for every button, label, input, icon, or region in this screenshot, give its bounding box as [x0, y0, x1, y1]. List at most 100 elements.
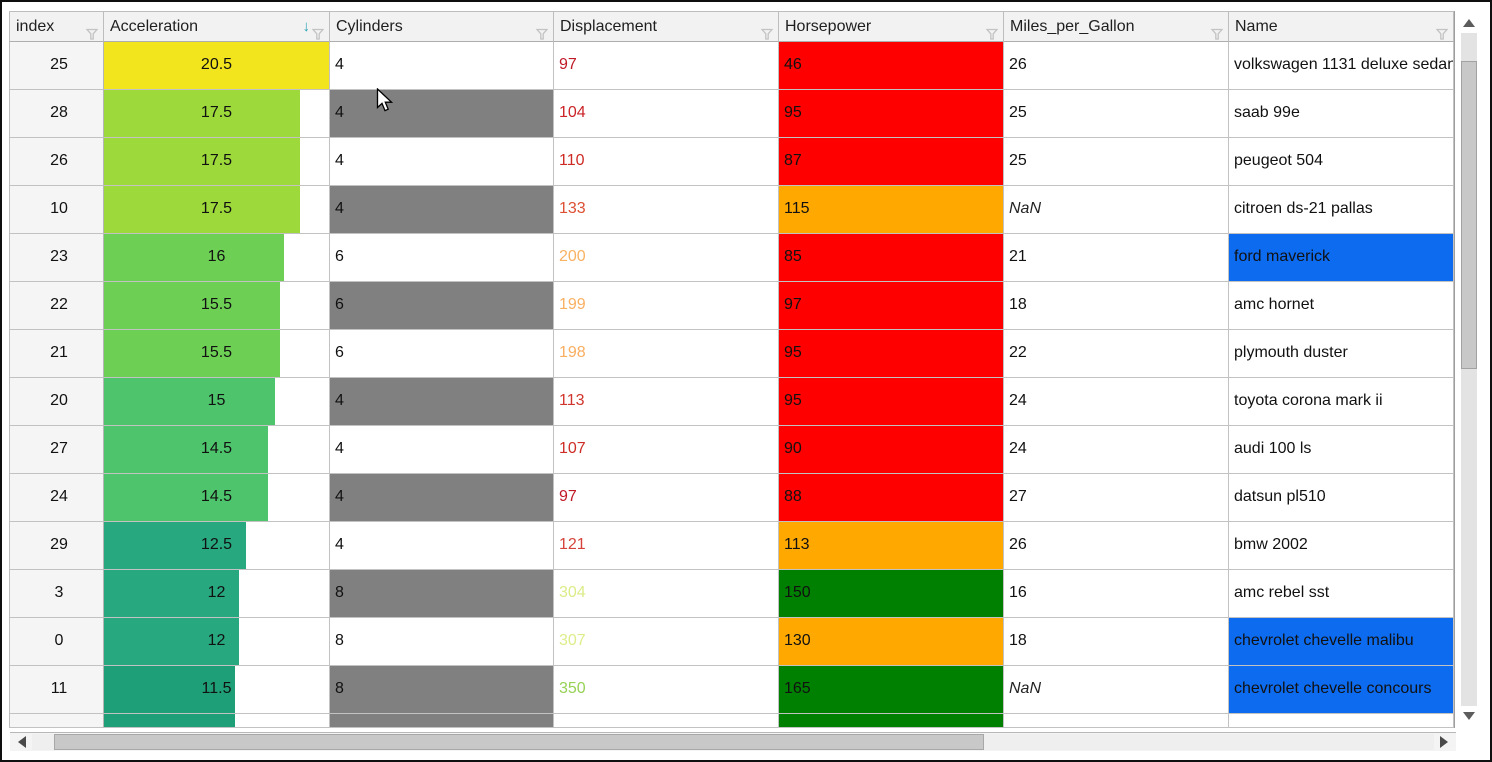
cell-miles-per-gallon[interactable]: 16 — [1004, 570, 1229, 618]
cell-displacement[interactable]: 304 — [554, 570, 779, 618]
cell-acceleration[interactable]: 12 — [104, 618, 330, 666]
horizontal-scroll-track[interactable] — [32, 734, 1434, 750]
scroll-right-icon[interactable] — [1440, 736, 1448, 748]
cell-name[interactable]: chevrolet chevelle malibu — [1229, 618, 1454, 666]
cell-displacement[interactable]: 97 — [554, 474, 779, 522]
cell-index[interactable]: 25 — [9, 42, 104, 90]
cell-index[interactable]: 21 — [9, 330, 104, 378]
cell-name[interactable]: citroen ds-21 pallas — [1229, 186, 1454, 234]
cell-miles-per-gallon[interactable] — [1004, 714, 1229, 728]
cell-displacement[interactable]: 350 — [554, 666, 779, 714]
cell-cylinders[interactable]: 6 — [330, 282, 554, 330]
cell-cylinders[interactable]: 4 — [330, 138, 554, 186]
cell-acceleration[interactable]: 20.5 — [104, 42, 330, 90]
cell-horsepower[interactable]: 90 — [779, 426, 1004, 474]
cell-index[interactable]: 23 — [9, 234, 104, 282]
cell-displacement[interactable]: 104 — [554, 90, 779, 138]
cell-cylinders[interactable] — [330, 714, 554, 728]
cell-acceleration[interactable]: 11.5 — [104, 666, 330, 714]
cell-displacement[interactable]: 110 — [554, 138, 779, 186]
cell-index[interactable] — [9, 714, 104, 728]
cell-cylinders[interactable]: 8 — [330, 618, 554, 666]
cell-miles-per-gallon[interactable]: 18 — [1004, 282, 1229, 330]
cell-cylinders[interactable]: 8 — [330, 666, 554, 714]
cell-cylinders[interactable]: 6 — [330, 330, 554, 378]
cell-horsepower[interactable]: 150 — [779, 570, 1004, 618]
cell-displacement[interactable] — [554, 714, 779, 728]
scroll-left-icon[interactable] — [18, 736, 26, 748]
scroll-up-icon[interactable] — [1463, 19, 1475, 27]
cell-name[interactable]: plymouth duster — [1229, 330, 1454, 378]
cell-miles-per-gallon[interactable]: NaN — [1004, 666, 1229, 714]
cell-displacement[interactable]: 121 — [554, 522, 779, 570]
cell-name[interactable]: datsun pl510 — [1229, 474, 1454, 522]
cell-displacement[interactable]: 107 — [554, 426, 779, 474]
cell-acceleration[interactable]: 12 — [104, 570, 330, 618]
vertical-scroll-track[interactable] — [1461, 33, 1477, 706]
column-header-Name[interactable]: Name — [1229, 11, 1454, 42]
filter-icon[interactable] — [1210, 21, 1224, 40]
cell-index[interactable]: 24 — [9, 474, 104, 522]
vertical-scroll-thumb[interactable] — [1461, 61, 1477, 369]
column-header-Displacement[interactable]: Displacement — [554, 11, 779, 42]
filter-icon[interactable] — [760, 21, 774, 40]
cell-name[interactable]: volkswagen 1131 deluxe sedan — [1229, 42, 1454, 90]
vertical-scrollbar[interactable] — [1459, 11, 1479, 728]
cell-name[interactable]: bmw 2002 — [1229, 522, 1454, 570]
filter-icon[interactable] — [535, 21, 549, 40]
cell-miles-per-gallon[interactable]: 25 — [1004, 90, 1229, 138]
scroll-down-icon[interactable] — [1463, 712, 1475, 720]
cell-miles-per-gallon[interactable]: 22 — [1004, 330, 1229, 378]
cell-name[interactable]: amc rebel sst — [1229, 570, 1454, 618]
cell-acceleration[interactable]: 15.5 — [104, 282, 330, 330]
cell-cylinders[interactable]: 4 — [330, 474, 554, 522]
cell-displacement[interactable]: 97 — [554, 42, 779, 90]
cell-name[interactable] — [1229, 714, 1454, 728]
cell-horsepower[interactable]: 95 — [779, 330, 1004, 378]
cell-cylinders[interactable]: 8 — [330, 570, 554, 618]
column-header-Acceleration[interactable]: Acceleration ↓ — [104, 11, 330, 42]
filter-icon[interactable] — [311, 21, 325, 40]
cell-miles-per-gallon[interactable]: 26 — [1004, 42, 1229, 90]
cell-index[interactable]: 22 — [9, 282, 104, 330]
cell-acceleration[interactable]: 17.5 — [104, 138, 330, 186]
cell-horsepower[interactable]: 115 — [779, 186, 1004, 234]
cell-miles-per-gallon[interactable]: NaN — [1004, 186, 1229, 234]
cell-acceleration[interactable]: 15 — [104, 378, 330, 426]
cell-name[interactable]: audi 100 ls — [1229, 426, 1454, 474]
cell-horsepower[interactable]: 46 — [779, 42, 1004, 90]
cell-horsepower[interactable]: 85 — [779, 234, 1004, 282]
cell-index[interactable]: 29 — [9, 522, 104, 570]
cell-displacement[interactable]: 198 — [554, 330, 779, 378]
cell-acceleration[interactable]: 14.5 — [104, 474, 330, 522]
cell-horsepower[interactable]: 88 — [779, 474, 1004, 522]
cell-miles-per-gallon[interactable]: 24 — [1004, 426, 1229, 474]
cell-miles-per-gallon[interactable]: 26 — [1004, 522, 1229, 570]
cell-displacement[interactable]: 200 — [554, 234, 779, 282]
cell-miles-per-gallon[interactable]: 24 — [1004, 378, 1229, 426]
column-header-Miles_per_Gallon[interactable]: Miles_per_Gallon — [1004, 11, 1229, 42]
cell-index[interactable]: 0 — [9, 618, 104, 666]
cell-index[interactable]: 27 — [9, 426, 104, 474]
cell-name[interactable]: peugeot 504 — [1229, 138, 1454, 186]
horizontal-scrollbar[interactable] — [10, 732, 1456, 751]
cell-cylinders[interactable]: 4 — [330, 522, 554, 570]
cell-horsepower[interactable]: 165 — [779, 666, 1004, 714]
cell-name[interactable]: saab 99e — [1229, 90, 1454, 138]
cell-index[interactable]: 20 — [9, 378, 104, 426]
cell-horsepower[interactable]: 95 — [779, 90, 1004, 138]
cell-horsepower[interactable]: 95 — [779, 378, 1004, 426]
cell-cylinders[interactable]: 6 — [330, 234, 554, 282]
filter-icon[interactable] — [1435, 21, 1449, 40]
cell-acceleration[interactable]: 16 — [104, 234, 330, 282]
column-header-Horsepower[interactable]: Horsepower — [779, 11, 1004, 42]
filter-icon[interactable] — [985, 21, 999, 40]
cell-miles-per-gallon[interactable]: 18 — [1004, 618, 1229, 666]
cell-displacement[interactable]: 199 — [554, 282, 779, 330]
cell-index[interactable]: 26 — [9, 138, 104, 186]
cell-acceleration[interactable]: 17.5 — [104, 90, 330, 138]
cell-name[interactable]: amc hornet — [1229, 282, 1454, 330]
cell-cylinders[interactable]: 4 — [330, 186, 554, 234]
cell-displacement[interactable]: 133 — [554, 186, 779, 234]
column-header-Cylinders[interactable]: Cylinders — [330, 11, 554, 42]
